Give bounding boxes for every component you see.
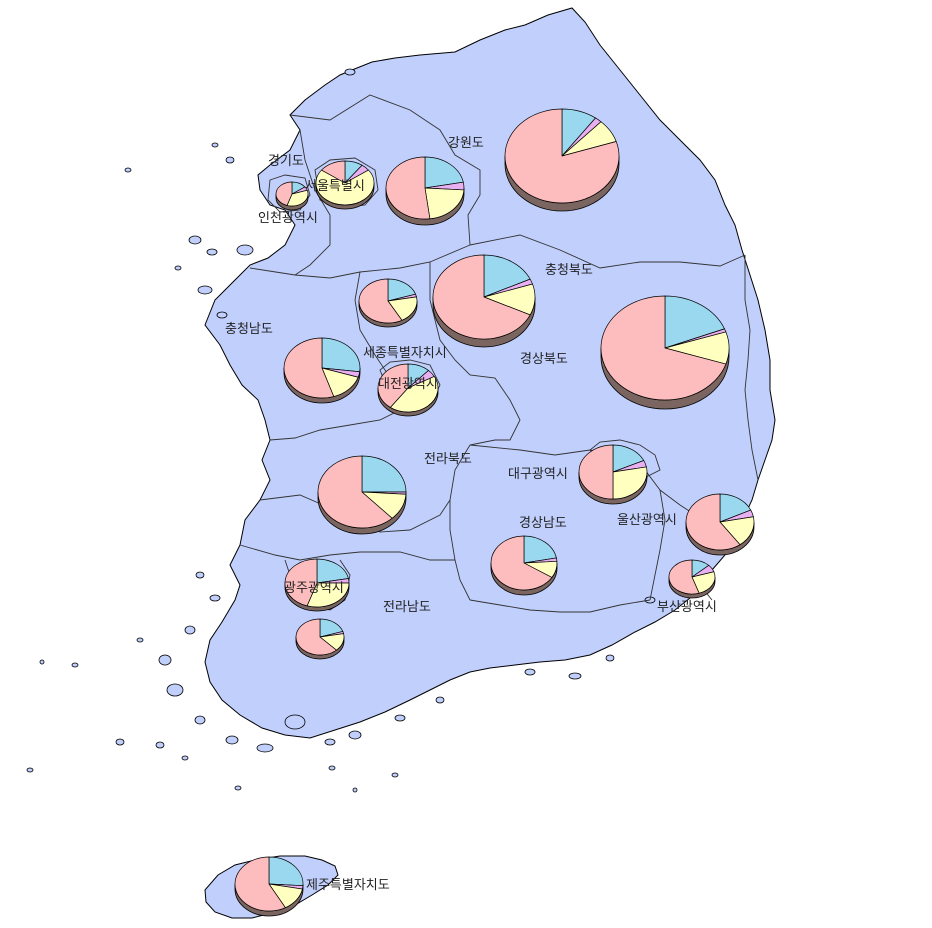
pie-seoul	[315, 160, 375, 210]
pie-slice	[268, 856, 304, 887]
region-label-sejong: 세종특별자치시	[363, 346, 447, 361]
pie-jeju	[234, 856, 304, 917]
pie-slice	[612, 466, 648, 500]
pie-daejeon	[377, 363, 439, 417]
pie-gyeonggi	[385, 156, 465, 226]
pie-sejong	[358, 278, 418, 328]
region-label-ulsan: 울산광역시	[617, 513, 677, 528]
pie-charts	[234, 108, 755, 917]
pie-slice	[361, 455, 407, 493]
region-label-jeju: 제주특별자치도	[306, 878, 390, 893]
pie-slice	[483, 254, 531, 298]
pie-slice	[275, 181, 293, 206]
region-label-daegu: 대구광역시	[508, 467, 568, 482]
pie-slice	[600, 295, 727, 401]
pie-slice	[377, 363, 409, 408]
pie-slice	[504, 108, 620, 204]
pie-gyeongbuk	[600, 295, 730, 410]
pie-chungbuk	[432, 254, 536, 348]
region-label-seoul: 서울특별시	[305, 179, 365, 194]
region-label-gyeonggi: 경기도	[268, 154, 304, 169]
pie-incheon	[275, 181, 309, 211]
pie-slice	[432, 254, 531, 340]
pie-daegu	[578, 444, 648, 505]
region-label-gwangju: 광주광역시	[284, 581, 344, 596]
pie-slice	[316, 558, 349, 584]
region-label-busan: 부산광역시	[657, 600, 717, 615]
pie-slice	[234, 856, 286, 912]
region-label-gyeongnam: 경상남도	[519, 516, 567, 531]
pie-slice	[424, 156, 464, 189]
region-label-gangwon: 강원도	[448, 136, 484, 151]
pie-slice	[668, 559, 700, 595]
pie-busan	[668, 559, 716, 599]
pie-slice	[685, 493, 741, 551]
pie-jeonnam	[295, 618, 345, 660]
pie-slice	[358, 278, 403, 324]
pie-slice	[523, 535, 557, 564]
region-label-chungbuk: 충청북도	[545, 263, 593, 278]
pie-slice	[320, 160, 346, 184]
province-borders	[239, 94, 759, 613]
pie-gyeongnam	[490, 535, 558, 596]
pie-slice	[424, 187, 465, 220]
pie-slice	[490, 535, 553, 591]
pie-slice	[389, 376, 439, 413]
pie-chungnam	[283, 337, 361, 404]
region-label-jeonbuk: 전라북도	[424, 452, 472, 467]
pie-slice	[295, 618, 338, 656]
region-label-chungnam: 충청남도	[225, 322, 273, 337]
pie-slice	[283, 337, 335, 399]
region-label-jeonnam: 전라남도	[383, 600, 431, 615]
region-label-daejeon: 대전광역시	[378, 377, 438, 392]
pie-slice	[321, 337, 361, 373]
pie-slice	[284, 558, 318, 607]
pie-slice	[387, 278, 417, 302]
islands	[26, 68, 656, 793]
pie-slice	[385, 156, 431, 220]
pie-slice	[387, 296, 418, 321]
pie-slice	[317, 455, 393, 529]
pie-slice	[578, 444, 614, 500]
pie-slice	[306, 582, 350, 608]
region-label-gyeongbuk: 경상북도	[520, 352, 568, 367]
pie-slice	[664, 295, 725, 349]
region-label-incheon: 인천광역시	[258, 211, 318, 226]
pie-ulsan	[685, 493, 755, 556]
pie-gwangju	[284, 558, 350, 612]
pie-slice	[315, 169, 375, 206]
land-layer	[26, 7, 776, 919]
pie-jeonbuk	[317, 455, 407, 535]
pie-gangwon	[504, 108, 620, 212]
pie-slice	[691, 571, 716, 594]
